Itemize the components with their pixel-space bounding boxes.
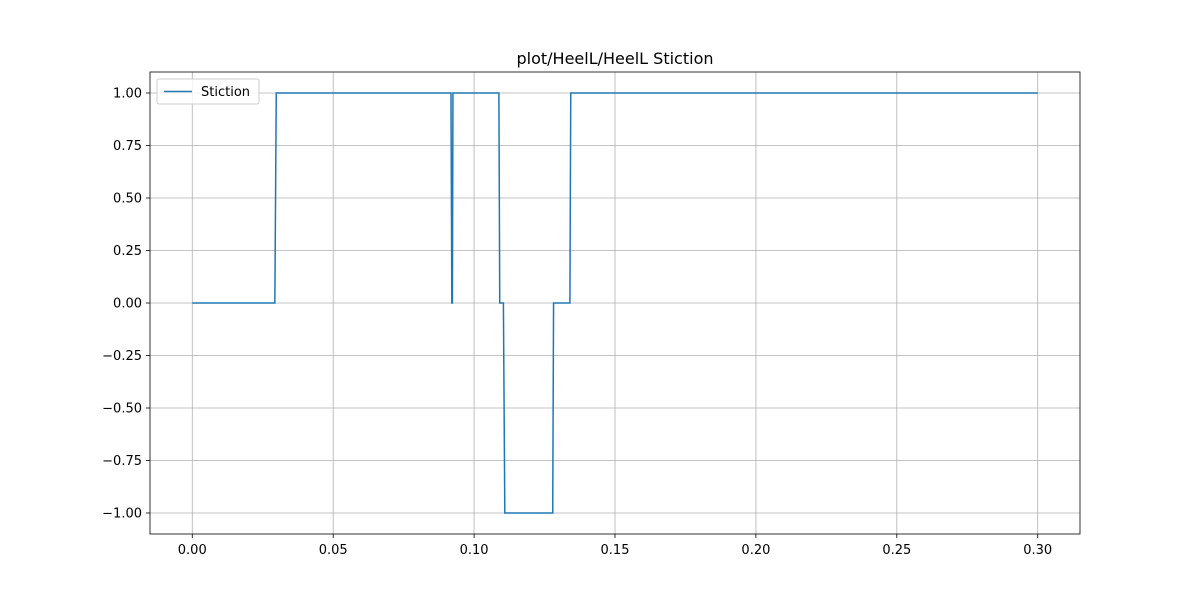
x-axis: 0.00 0.05 0.10 0.15 0.20 0.25 0.30: [178, 534, 1052, 558]
x-tick-label: 0.00: [178, 543, 207, 558]
y-tick-label: 0.75: [113, 139, 142, 154]
x-tick-label: 0.15: [601, 543, 630, 558]
legend-label: Stiction: [201, 85, 250, 100]
y-tick-label: 0.00: [113, 297, 142, 312]
legend-box: [156, 78, 260, 105]
x-tick-label: 0.20: [741, 543, 770, 558]
x-tick-label: 0.05: [319, 543, 348, 558]
y-tick-label: 1.00: [113, 87, 142, 102]
y-tick-label: 0.25: [113, 244, 142, 259]
legend: Stiction: [156, 78, 260, 105]
x-tick-label: 0.30: [1023, 543, 1052, 558]
y-tick-label: −0.50: [102, 402, 142, 417]
x-tick-label: 0.10: [460, 543, 489, 558]
series-layer: [192, 92, 1038, 514]
y-tick-label: −1.00: [102, 507, 142, 522]
series-line-stiction: [192, 92, 1038, 514]
x-tick-label: 0.25: [882, 543, 911, 558]
y-tick-label: −0.75: [102, 454, 142, 469]
y-tick-label: −0.25: [102, 349, 142, 364]
chart-title: plot/HeelL/HeelL Stiction: [516, 49, 713, 68]
y-tick-label: 0.50: [113, 192, 142, 207]
y-axis: 1.00 0.75 0.50 0.25 0.00 −0.25 −0.50 −0.75 −1.00: [102, 87, 150, 522]
